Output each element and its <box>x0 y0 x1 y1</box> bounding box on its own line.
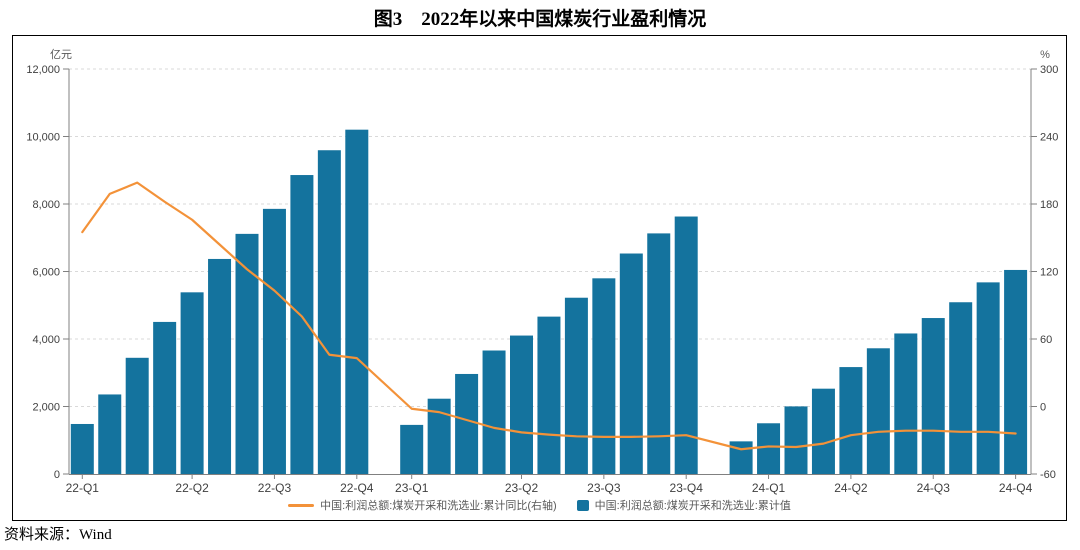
bar-2024-09 <box>921 318 945 474</box>
bar-2024-07 <box>866 348 890 474</box>
x-axis-label: 23-Q2 <box>505 481 539 495</box>
right-axis-label: 120 <box>1040 267 1058 279</box>
right-axis-label: 60 <box>1040 334 1052 346</box>
chart-legend: 中国:利润总额:煤炭开采和洗选业:累计同比(右轴) 中国:利润总额:煤炭开采和洗… <box>13 497 1066 513</box>
right-axis-label: 180 <box>1040 199 1058 211</box>
bar-2024-08 <box>894 333 918 474</box>
bar-2022-04 <box>125 357 149 474</box>
bar-2023-11 <box>647 233 671 474</box>
bar-2022-08 <box>235 233 259 474</box>
legend-label-total: 中国:利润总额:煤炭开采和洗选业:累计值 <box>594 500 791 512</box>
left-axis-label: 12,000 <box>26 64 60 76</box>
x-axis-label: 23-Q4 <box>670 481 704 495</box>
left-axis-label: 10,000 <box>26 132 60 144</box>
x-axis-label: 24-Q2 <box>834 481 868 495</box>
right-axis-unit: % <box>1040 49 1050 61</box>
x-axis-label: 23-Q3 <box>587 481 621 495</box>
right-axis-label: 300 <box>1040 64 1058 76</box>
left-axis-label: 8,000 <box>32 199 60 211</box>
bar-2022-06 <box>180 292 204 474</box>
bar-2024-12 <box>1004 269 1028 474</box>
bar-2023-09 <box>592 278 616 474</box>
bar-2023-08 <box>564 297 588 474</box>
bar-2022-05 <box>153 321 177 474</box>
bar-2023-07 <box>537 316 561 474</box>
legend-item-yoy-line: 中国:利润总额:煤炭开采和洗选业:累计同比(右轴) <box>288 497 557 513</box>
bar-2023-10 <box>619 253 643 474</box>
right-axis-label: 0 <box>1040 402 1046 414</box>
bar-2023-03 <box>427 398 451 474</box>
chart-panel: 0 2,000 4,000 6,000 8,000 10,000 12,000 -60 0 60 1… <box>12 35 1067 521</box>
bar-2022-12 <box>345 129 369 474</box>
yoy-line <box>81 181 1017 451</box>
bar-2024-03 <box>757 423 781 474</box>
legend-bar-swatch <box>576 499 589 511</box>
bar-2023-12 <box>674 216 698 475</box>
bar-2022-09 <box>262 208 286 475</box>
x-axis-label: 24-Q1 <box>752 481 786 495</box>
x-axis-label: 22-Q3 <box>258 481 292 495</box>
x-axis-label: 22-Q4 <box>340 481 374 495</box>
left-axis-label: 2,000 <box>32 402 60 414</box>
bar-2022-07 <box>208 258 232 474</box>
x-axis-label: 23-Q1 <box>395 481 429 495</box>
x-axis-label: 22-Q1 <box>66 481 100 495</box>
source-note: 资料来源：Wind <box>4 527 112 543</box>
bar-2024-11 <box>976 282 1000 474</box>
bar-2023-05 <box>482 350 506 474</box>
legend-line-swatch <box>288 503 315 507</box>
bar-2022-02 <box>70 423 94 474</box>
bar-2023-02 <box>400 424 424 474</box>
bar-2022-11 <box>317 150 341 474</box>
right-axis-label: 240 <box>1040 132 1058 144</box>
bar-2024-05 <box>811 388 835 474</box>
profit-chart-plot: 0 2,000 4,000 6,000 8,000 10,000 12,000 -60 0 60 1… <box>26 48 1058 495</box>
bar-2023-06 <box>510 335 533 474</box>
left-axis-label: 0 <box>54 469 60 481</box>
bar-2024-04 <box>784 406 808 474</box>
x-axis-label: 24-Q4 <box>999 481 1033 495</box>
bar-2022-10 <box>290 175 314 475</box>
bar-2024-10 <box>949 302 973 474</box>
bar-2024-06 <box>839 367 863 474</box>
x-axis-label: 22-Q2 <box>175 481 209 495</box>
x-axis-label: 24-Q3 <box>917 481 951 495</box>
left-axis-unit: 亿元 <box>50 48 72 61</box>
chart-title: 图3 2022年以来中国煤炭行业盈利情况 <box>373 9 707 30</box>
legend-item-total-bar: 中国:利润总额:煤炭开采和洗选业:累计值 <box>576 497 791 513</box>
bar-2022-03 <box>98 394 122 474</box>
left-axis-label: 6,000 <box>32 267 60 279</box>
bar-2023-04 <box>455 373 479 474</box>
left-axis-label: 4,000 <box>32 334 60 346</box>
right-axis-label: -60 <box>1040 469 1056 481</box>
legend-label-yoy: 中国:利润总额:煤炭开采和洗选业:累计同比(右轴) <box>320 500 557 512</box>
